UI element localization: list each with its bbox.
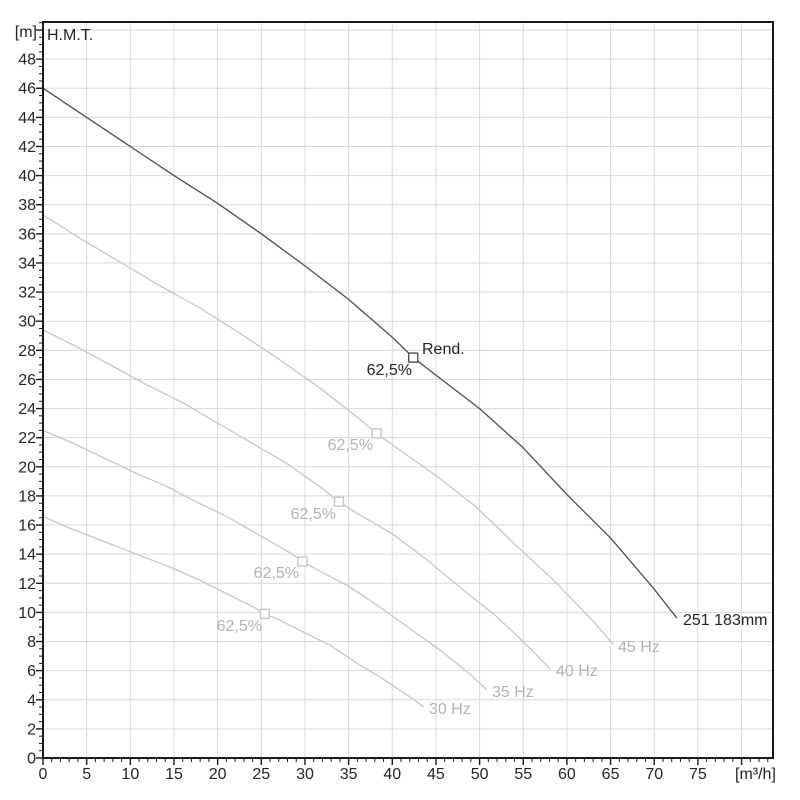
- y-tick-label: 34: [18, 255, 36, 272]
- curve-label-35hz: 35 Hz: [492, 684, 534, 701]
- x-tick-label: 25: [252, 766, 270, 783]
- y-tick-label: 12: [18, 576, 36, 593]
- y-tick-label: 46: [18, 81, 36, 98]
- x-tick-label: 35: [340, 766, 358, 783]
- x-tick-label: 20: [209, 766, 227, 783]
- x-axis-unit-label: [m³/h]: [735, 766, 776, 783]
- y-tick-label: 42: [18, 139, 36, 156]
- curves: [42, 87, 678, 708]
- curve-40hz: [42, 329, 551, 670]
- y-tick-label: 6: [27, 663, 36, 680]
- x-tick-label: 30: [296, 766, 314, 783]
- efficiency-marker-30hz: [259, 608, 270, 620]
- x-tick-label: 0: [39, 766, 48, 783]
- y-tick-label: 4: [27, 692, 36, 709]
- efficiency-marker-40hz: [333, 496, 345, 507]
- x-tick-label: 65: [602, 766, 620, 783]
- chart-title: H.M.T.: [47, 27, 93, 44]
- axis-tick-labels: 0 5 10 15 20 25 30 35 40 45 50 55 60 65 70 750246810121…: [18, 52, 707, 783]
- x-tick-label: 15: [165, 766, 183, 783]
- efficiency-value-30hz: 62,5%: [217, 618, 262, 635]
- curve-45hz: [42, 214, 614, 645]
- y-tick-label: 10: [18, 605, 36, 622]
- x-tick-label: 60: [558, 766, 576, 783]
- y-tick-label: 24: [18, 401, 36, 418]
- efficiency-marker-45hz: [371, 428, 382, 439]
- y-tick-label: 26: [18, 372, 36, 389]
- curve-label-40hz: 40 Hz: [556, 663, 598, 680]
- x-tick-label: 75: [689, 766, 707, 783]
- y-tick-label: 28: [18, 343, 36, 360]
- rend-label: Rend.: [422, 341, 465, 358]
- y-tick-label: 48: [18, 52, 36, 69]
- main-curve-label: 251 183mm: [683, 612, 768, 629]
- curve-label-30hz: 30 Hz: [429, 701, 471, 718]
- grid: [43, 22, 773, 758]
- y-tick-label: 22: [18, 430, 36, 447]
- x-tick-label: 45: [427, 766, 445, 783]
- x-tick-label: 70: [645, 766, 663, 783]
- y-tick-label: 0: [27, 751, 36, 768]
- efficiency-value-40hz: 62,5%: [291, 506, 336, 523]
- x-tick-label: 5: [82, 766, 91, 783]
- y-tick-label: 38: [18, 197, 36, 214]
- x-tick-label: 50: [471, 766, 489, 783]
- plot-frame: [42, 21, 774, 759]
- curve-main-183mm: [42, 87, 678, 619]
- y-tick-label: 2: [27, 721, 36, 738]
- y-tick-label: 14: [18, 547, 36, 564]
- x-tick-label: 55: [514, 766, 532, 783]
- y-tick-label: 40: [18, 168, 36, 185]
- x-tick-label: 40: [383, 766, 401, 783]
- y-tick-label: 8: [27, 634, 36, 651]
- efficiency-marker-main-183mm: [408, 352, 419, 363]
- efficiency-marker-35hz: [297, 556, 308, 567]
- efficiency-markers: [259, 352, 419, 620]
- curve-30hz: [42, 515, 425, 708]
- y-tick-label: 44: [18, 110, 36, 127]
- efficiency-value-45hz: 62,5%: [328, 437, 373, 454]
- y-tick-label: 18: [18, 488, 36, 505]
- y-axis-unit-label: [m]: [15, 24, 37, 41]
- x-tick-label: 10: [121, 766, 139, 783]
- efficiency-value-35hz: 62,5%: [254, 565, 299, 582]
- efficiency-value-main: 62,5%: [367, 362, 412, 379]
- curve-35hz: [42, 429, 488, 691]
- y-tick-label: 20: [18, 459, 36, 476]
- curve-label-45hz: 45 Hz: [618, 639, 660, 656]
- y-tick-label: 30: [18, 314, 36, 331]
- y-tick-label: 36: [18, 226, 36, 243]
- y-tick-label: 16: [18, 518, 36, 535]
- y-tick-label: 32: [18, 285, 36, 302]
